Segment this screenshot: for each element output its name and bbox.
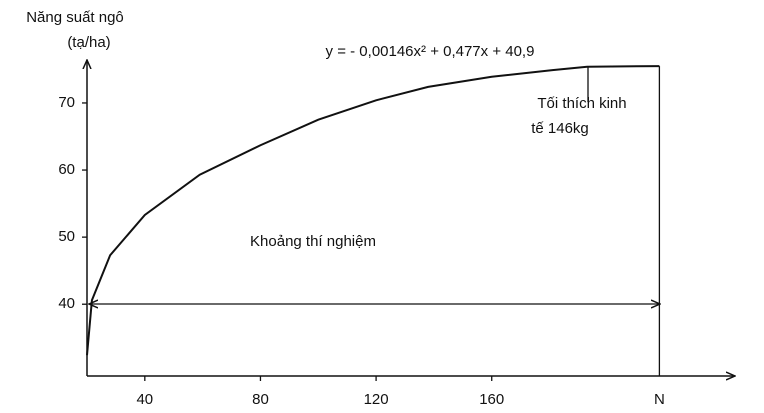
y-tick-label: 70 — [58, 94, 75, 111]
y-axis-label: (tạ/ha) — [67, 34, 110, 51]
y-tick-label: 40 — [58, 295, 75, 312]
x-tick-label: 120 — [364, 391, 389, 408]
x-tick-label: 160 — [479, 391, 504, 408]
y-axis-label: Năng suất ngô — [26, 9, 124, 26]
x-tick-label: N — [654, 391, 665, 408]
annotation: Tối thích kinh — [537, 95, 626, 112]
y-tick-label: 60 — [58, 161, 75, 178]
equation: y = - 0,00146x² + 0,477x + 40,9 — [326, 43, 535, 60]
annotation: Khoảng thí nghiệm — [250, 233, 376, 250]
x-tick-label: 40 — [136, 391, 153, 408]
annotation: tế 146kg — [531, 120, 589, 137]
x-tick-label: 80 — [252, 391, 269, 408]
y-tick-label: 50 — [58, 228, 75, 245]
curve — [86, 65, 660, 356]
